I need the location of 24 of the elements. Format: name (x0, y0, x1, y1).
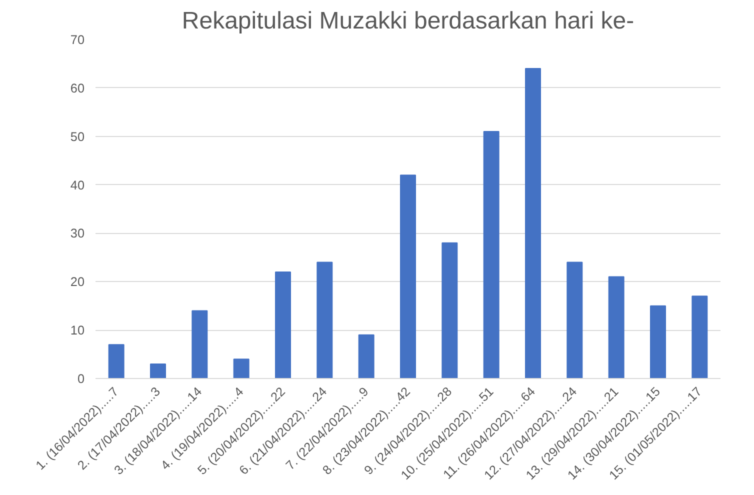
bar (692, 296, 708, 378)
bar (233, 358, 250, 378)
bar (192, 310, 208, 378)
y-tick-label: 20 (70, 275, 84, 290)
bar (566, 262, 583, 378)
bar (150, 363, 166, 378)
bar (275, 271, 291, 378)
y-tick-label: 40 (70, 178, 84, 192)
y-tick-label: 60 (70, 81, 84, 96)
bar (400, 174, 416, 378)
bar (358, 334, 374, 378)
bar (316, 262, 333, 378)
y-tick-label: 10 (70, 324, 84, 338)
bar (442, 242, 458, 378)
y-tick-label: 50 (70, 130, 84, 144)
y-tick-label: 0 (77, 372, 85, 386)
bar (608, 276, 624, 378)
y-tick-label: 30 (70, 226, 84, 241)
bar (525, 68, 541, 378)
chart-title: Rekapitulasi Muzakki berdasarkan hari ke- (182, 8, 634, 34)
bar (650, 305, 666, 378)
bar (483, 131, 500, 378)
y-tick-label: 70 (70, 33, 84, 47)
bar (108, 344, 124, 378)
